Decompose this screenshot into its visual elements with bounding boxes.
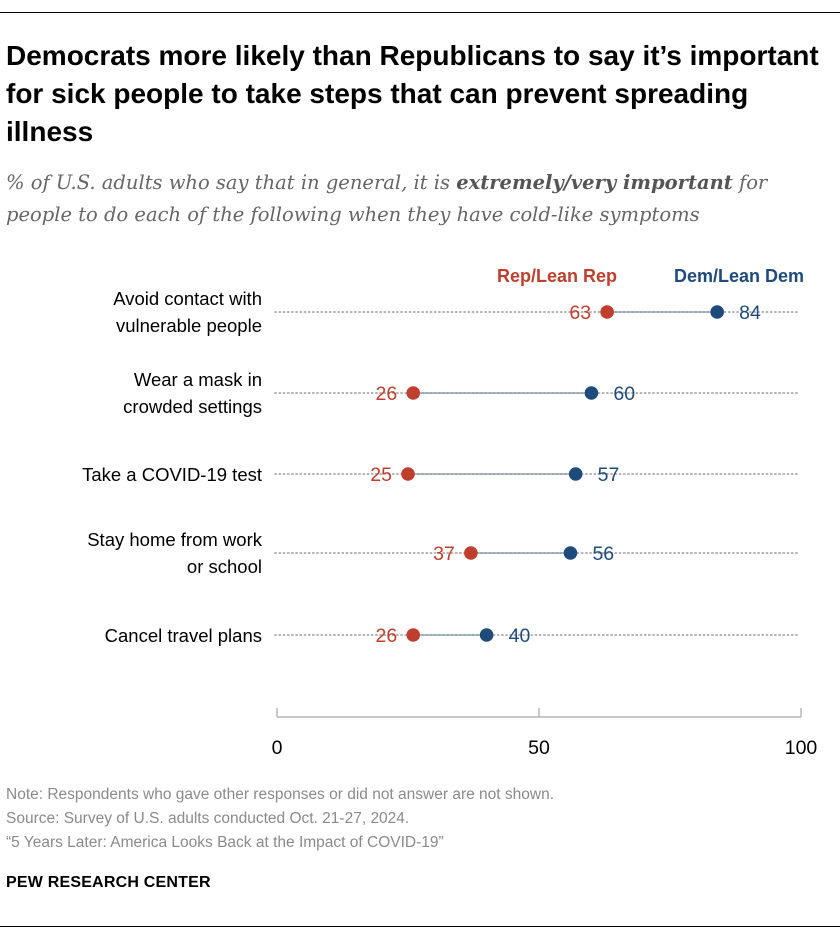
category-label-line: Cancel travel plans bbox=[105, 625, 262, 646]
dem-dot bbox=[710, 305, 724, 319]
x-tick-label: 100 bbox=[785, 737, 818, 759]
category-label-line: Stay home from work bbox=[87, 529, 263, 550]
subtitle-text: % of U.S. adults who say that in general… bbox=[6, 171, 457, 194]
category-label: Cancel travel plans bbox=[105, 625, 262, 646]
category-label-line: Wear a mask in bbox=[134, 369, 262, 390]
dem-dot bbox=[479, 628, 494, 642]
dem-dot bbox=[563, 546, 578, 560]
category-label: Avoid contact with vulnerable people bbox=[113, 288, 262, 336]
x-tick-label: 50 bbox=[528, 737, 550, 759]
subtitle-text-end: for people to do each of the following w… bbox=[6, 171, 768, 226]
source-text: Source: Survey of U.S. adults conducted … bbox=[6, 810, 410, 827]
rep-dot bbox=[406, 628, 421, 642]
category-label: Take a COVID-19 test bbox=[82, 464, 262, 485]
dem-value-label: 60 bbox=[613, 383, 635, 405]
rep-value-label: 25 bbox=[370, 464, 392, 486]
note-text: Note: Respondents who gave other respons… bbox=[6, 786, 554, 803]
dot-plot-chart: Rep/Lean Rep Dem/Lean Dem Avoid contact wi… bbox=[82, 266, 818, 759]
legend-rep: Rep/Lean Rep bbox=[497, 266, 617, 286]
report-text: “5 Years Later: America Looks Back at th… bbox=[6, 834, 444, 851]
subtitle-emphasis: extremely/very important bbox=[456, 171, 733, 194]
x-tick-label: 0 bbox=[272, 737, 283, 759]
rep-value-label: 37 bbox=[433, 543, 455, 565]
dem-value-label: 84 bbox=[739, 302, 761, 324]
legend-dem: Dem/Lean Dem bbox=[674, 266, 804, 286]
rep-dot bbox=[464, 546, 478, 560]
dem-value-label: 56 bbox=[592, 543, 614, 565]
category-label: Wear a mask in crowded settings bbox=[123, 369, 262, 417]
rep-value-label: 26 bbox=[376, 383, 398, 405]
chart-title: Democrats more likely than Republicans t… bbox=[6, 40, 819, 147]
category-label-line: Avoid contact with bbox=[113, 288, 262, 309]
dem-value-label: 40 bbox=[509, 625, 531, 647]
pew-logo-text: PEW RESEARCH CENTER bbox=[6, 874, 211, 891]
rep-dot bbox=[406, 386, 421, 400]
category-label-line: crowded settings bbox=[123, 396, 262, 417]
category-label-line: or school bbox=[187, 556, 262, 577]
chart-notes: Note: Respondents who gave other respons… bbox=[6, 783, 554, 855]
category-label-line: Take a COVID-19 test bbox=[82, 464, 262, 485]
chart-subtitle: % of U.S. adults who say that in general… bbox=[6, 167, 836, 231]
bottom-rule bbox=[0, 926, 840, 927]
dem-dot bbox=[568, 467, 583, 481]
top-rule bbox=[0, 12, 840, 13]
rep-dot bbox=[401, 467, 415, 481]
dem-value-label: 57 bbox=[598, 464, 620, 486]
rep-dot bbox=[600, 305, 614, 319]
category-label-line: vulnerable people bbox=[116, 315, 262, 336]
rep-value-label: 26 bbox=[376, 625, 398, 647]
rep-value-label: 63 bbox=[569, 302, 591, 324]
category-label: Stay home from work or school bbox=[87, 529, 263, 577]
dem-dot bbox=[584, 386, 599, 400]
